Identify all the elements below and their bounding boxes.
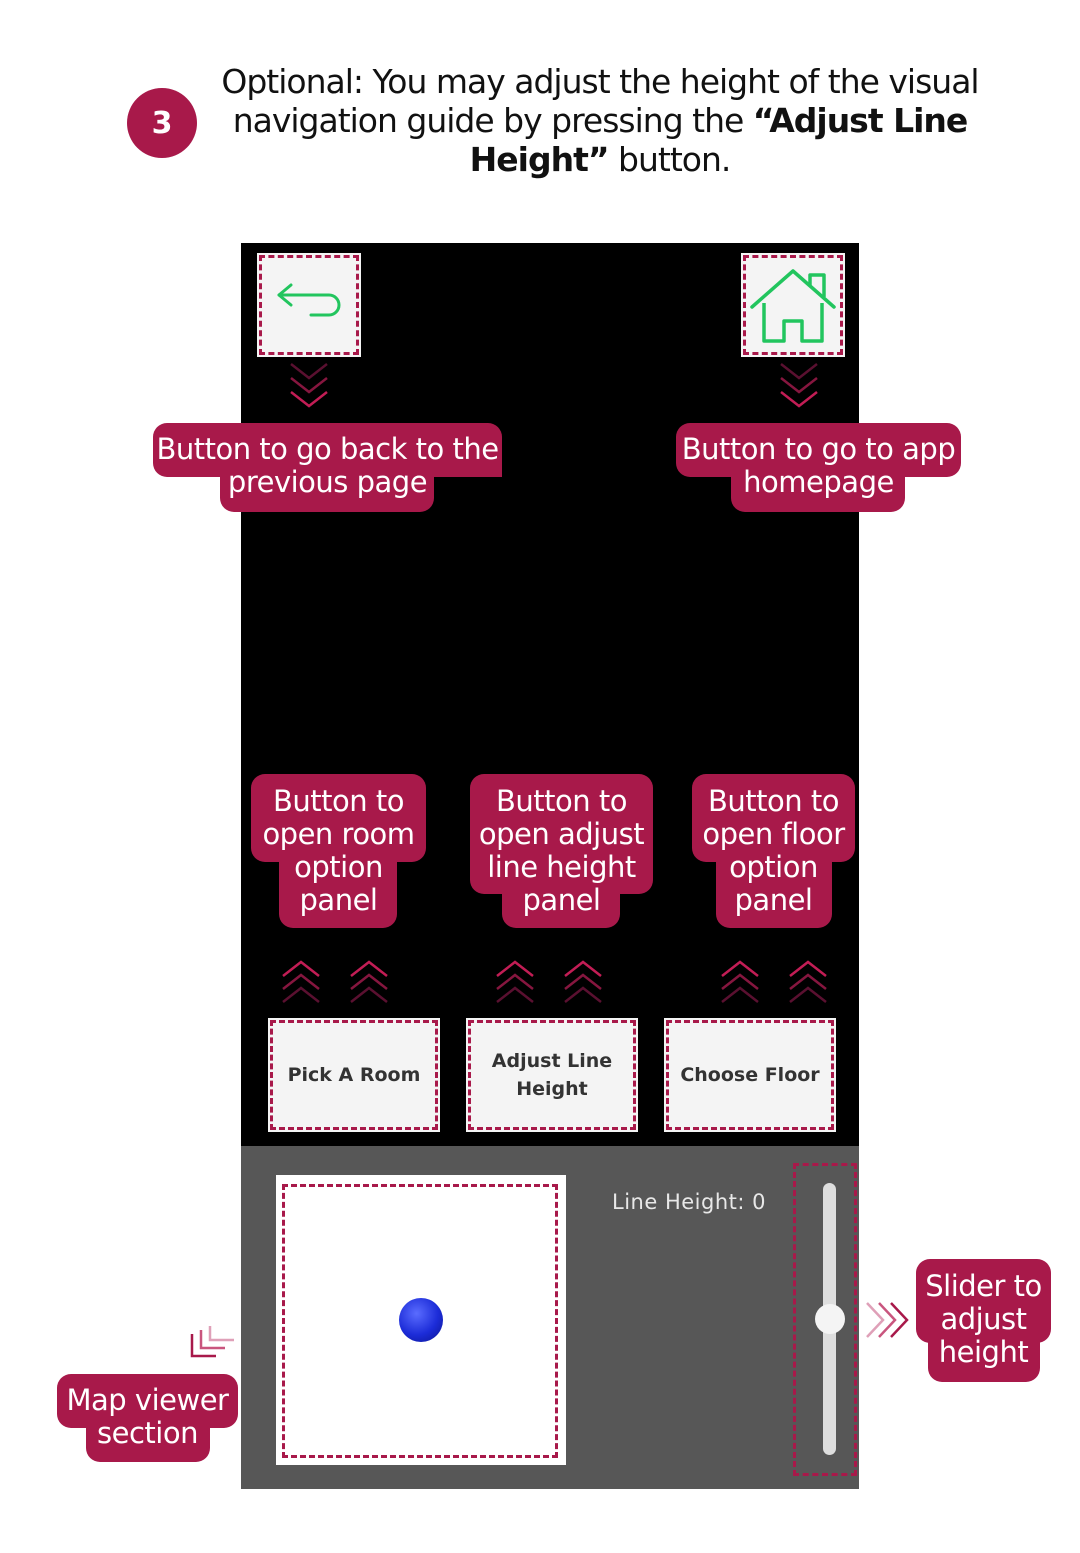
callout-room-button: Button to open room option panel (262, 784, 415, 917)
callout-adjust-bg (470, 774, 653, 894)
chevron-down-icon (290, 363, 328, 408)
chevron-up-icon (496, 960, 534, 1003)
step-number-badge: 3 (127, 88, 197, 158)
line-height-label: Line Height: 0 (612, 1190, 766, 1214)
callout-back-button: Button to go back to the previous page (156, 432, 499, 499)
home-button[interactable] (741, 253, 845, 357)
callout-map-bg2 (86, 1420, 210, 1462)
callout-adjust-button: Button to open adjust line height panel (478, 784, 645, 917)
choose-floor-button[interactable]: Choose Floor (664, 1018, 836, 1132)
back-arrow-icon (277, 283, 341, 317)
callout-slider: Slider to adjust height (925, 1269, 1042, 1369)
callout-room-bg (251, 774, 426, 862)
callout-floor-bg2 (716, 858, 832, 928)
pointer-arrows-icon (190, 1326, 234, 1358)
pick-a-room-button[interactable]: Pick A Room (268, 1018, 440, 1132)
back-button[interactable] (257, 253, 361, 357)
callout-home-button-bg (676, 423, 961, 477)
callout-floor-bg (692, 774, 855, 862)
step-instruction: Optional: You may adjust the height of t… (221, 62, 979, 179)
chevron-right-icon (866, 1302, 909, 1338)
chevron-up-icon (789, 960, 827, 1003)
callout-map-viewer: Map viewer section (66, 1383, 229, 1450)
line-height-slider-thumb[interactable] (815, 1304, 845, 1334)
chevron-up-icon (721, 960, 759, 1003)
callout-back-button-bg2 (220, 470, 434, 512)
callout-slider-bg2 (928, 1330, 1040, 1382)
adjust-line-height-button[interactable]: Adjust Line Height (466, 1018, 638, 1132)
callout-adjust-bg2 (502, 880, 620, 928)
location-marker (399, 1298, 443, 1342)
callout-home-button: Button to go to app homepage (681, 432, 956, 499)
chevron-up-icon (282, 960, 320, 1003)
callout-floor-button: Button to open floor option panel (702, 784, 845, 917)
home-icon (750, 269, 836, 343)
callout-room-bg2 (279, 858, 397, 928)
callout-home-button-bg2 (731, 470, 905, 512)
chevron-up-icon (350, 960, 388, 1003)
chevron-up-icon (564, 960, 602, 1003)
callout-slider-bg (916, 1259, 1051, 1343)
chevron-down-icon (780, 363, 818, 408)
callout-map-bg (57, 1374, 238, 1428)
callout-back-button-bg (153, 423, 502, 477)
